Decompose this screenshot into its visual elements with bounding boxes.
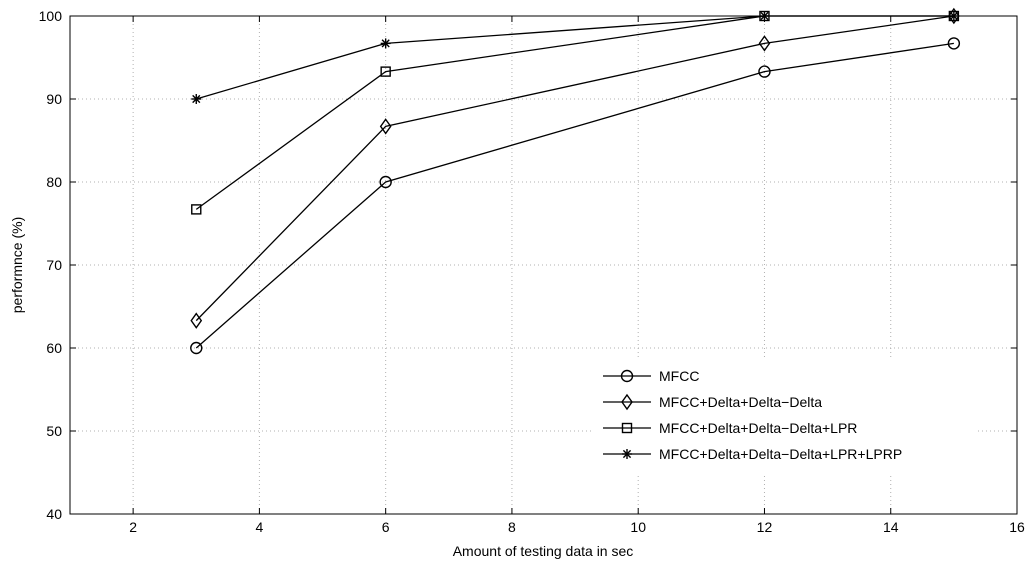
y-tick-label: 40 — [46, 506, 62, 522]
legend-marker-diamond — [621, 393, 633, 411]
y-tick-label: 50 — [46, 423, 62, 439]
series-3 — [191, 10, 960, 215]
y-axis-label: performnce (%) — [9, 217, 25, 313]
y-tick-label: 100 — [39, 8, 63, 24]
x-tick-label: 12 — [757, 519, 773, 535]
grid — [70, 16, 1017, 514]
data-point-circle — [190, 341, 203, 355]
legend-marker-asterisk — [622, 449, 632, 459]
data-point-asterisk — [380, 38, 391, 49]
data-point-diamond — [379, 118, 392, 135]
legend: MFCC MFCC+Delta+Delta−Delta MFCC+Delta+Del… — [593, 360, 978, 474]
x-tick-label: 8 — [508, 519, 516, 535]
series-line — [195, 15, 954, 210]
series-4 — [191, 11, 959, 104]
legend-marker-circle — [620, 369, 634, 383]
data-point-circle — [379, 175, 392, 189]
legend-label: MFCC+Delta+Delta−Delta — [659, 394, 822, 410]
x-tick-label: 6 — [382, 519, 390, 535]
y-tick-label: 80 — [46, 174, 62, 190]
x-tick-label: 10 — [630, 519, 646, 535]
legend-entry: MFCC+Delta+Delta−Delta — [603, 393, 822, 411]
series-1 — [190, 37, 961, 355]
data-point-diamond — [190, 312, 203, 329]
series-line — [195, 15, 954, 322]
legend-label: MFCC+Delta+Delta−Delta+LPR — [659, 420, 857, 436]
x-tick-label: 14 — [883, 519, 899, 535]
data-point-diamond — [758, 35, 771, 52]
data-point-circle — [947, 37, 961, 50]
legend-marker-square — [621, 422, 633, 434]
x-tick-label: 4 — [256, 519, 264, 535]
y-tick-label: 60 — [46, 340, 62, 356]
axis-ticks: 2 4 6 8 10 12 14 16 40 50 60 70 80 90 100 — [39, 8, 1025, 535]
data-point-asterisk — [191, 94, 202, 104]
series-group — [190, 7, 961, 355]
data-point-square — [191, 204, 202, 215]
series-line — [196, 15, 954, 100]
y-tick-label: 90 — [46, 91, 62, 107]
data-point-circle — [758, 65, 771, 78]
series-line — [195, 42, 954, 349]
data-point-square — [380, 66, 391, 77]
legend-entry: MFCC — [603, 368, 699, 384]
x-tick-label: 2 — [129, 519, 137, 535]
y-tick-label: 70 — [46, 257, 62, 273]
legend-entry: MFCC+Delta+Delta−Delta+LPR — [603, 420, 857, 436]
series-2 — [190, 7, 960, 329]
x-axis-label: Amount of testing data in sec — [453, 543, 634, 559]
legend-label: MFCC — [659, 368, 699, 384]
legend-label: MFCC+Delta+Delta−Delta+LPR+LPRP — [659, 446, 902, 462]
x-tick-label: 16 — [1009, 519, 1025, 535]
data-point-diamond — [948, 7, 960, 25]
legend-entry: MFCC+Delta+Delta−Delta+LPR+LPRP — [603, 446, 902, 462]
legend-box — [593, 360, 978, 474]
